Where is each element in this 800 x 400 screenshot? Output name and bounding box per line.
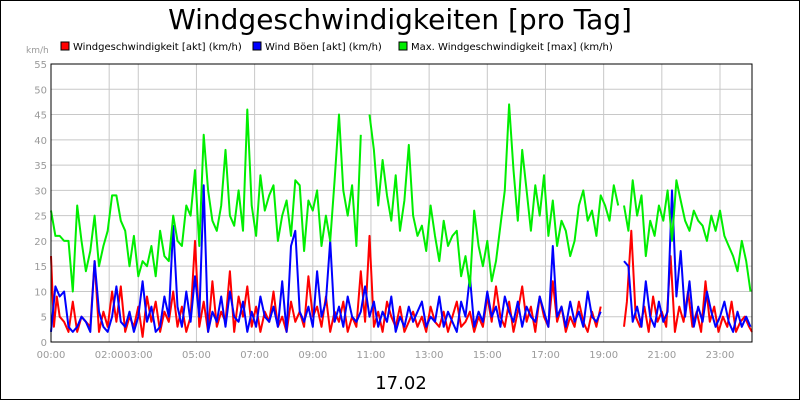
legend-entry-label: Max. Windgeschwindigkeit [max] (km/h) xyxy=(411,42,613,53)
x-tick-label: 05:00 xyxy=(182,350,211,361)
x-tick-label: 02:00 xyxy=(95,350,124,361)
series-line-3 xyxy=(623,179,752,292)
x-tick-label: 15:00 xyxy=(473,350,502,361)
y-tick-label: 15 xyxy=(34,262,47,273)
series-line-2 xyxy=(623,189,752,333)
x-tick-label: 19:00 xyxy=(589,350,618,361)
y-tick-label: 10 xyxy=(34,287,47,298)
x-tick-label: 23:00 xyxy=(706,350,735,361)
legend-swatch xyxy=(398,41,408,51)
x-tick-label: 13:00 xyxy=(415,350,444,361)
x-tick-label: 17:00 xyxy=(531,350,560,361)
series-lines xyxy=(50,103,753,338)
legend: Windgeschwindigkeit [akt] (km/h) Wind Böe… xyxy=(60,41,613,53)
y-tick-label: 35 xyxy=(34,161,47,172)
x-tick-label: 07:00 xyxy=(240,350,269,361)
legend-entry-label: Wind Böen [akt] (km/h) xyxy=(265,42,382,53)
x-axis-ticks: 00:00 02:00 03:00 05:00 07:00 09:00 11:00 13:00… xyxy=(37,350,735,361)
legend-swatch xyxy=(60,41,70,51)
y-axis-ticks: 0 5 10 15 20 25 30 35 40 45 50 55 xyxy=(34,60,47,349)
series-line-3 xyxy=(368,103,620,288)
x-tick-label: 11:00 xyxy=(357,350,386,361)
y-unit-label: km/h xyxy=(26,46,49,56)
y-tick-label: 40 xyxy=(34,136,47,147)
series-line-3 xyxy=(50,108,362,293)
date-label: 17.02 xyxy=(375,373,427,394)
plot-border xyxy=(50,63,753,343)
y-tick-label: 55 xyxy=(34,60,47,71)
x-tick-label: 03:00 xyxy=(124,350,153,361)
series-line-2 xyxy=(50,184,602,333)
x-tick-label: 21:00 xyxy=(647,350,676,361)
legend-entry-label: Windgeschwindigkeit [akt] (km/h) xyxy=(73,42,242,53)
y-tick-label: 0 xyxy=(41,338,47,349)
y-tick-label: 45 xyxy=(34,111,47,122)
grid xyxy=(51,63,752,343)
y-tick-label: 25 xyxy=(34,212,47,223)
x-tick-label: 09:00 xyxy=(298,350,327,361)
x-tick-label: 00:00 xyxy=(37,350,66,361)
y-tick-label: 5 xyxy=(41,313,47,324)
y-tick-label: 50 xyxy=(34,85,47,96)
y-tick-label: 30 xyxy=(34,186,47,197)
legend-swatch xyxy=(252,41,262,51)
series-line-1 xyxy=(50,234,602,338)
y-tick-label: 20 xyxy=(34,237,47,248)
chart-title: Windgeschwindigkeiten [pro Tag] xyxy=(168,3,632,36)
